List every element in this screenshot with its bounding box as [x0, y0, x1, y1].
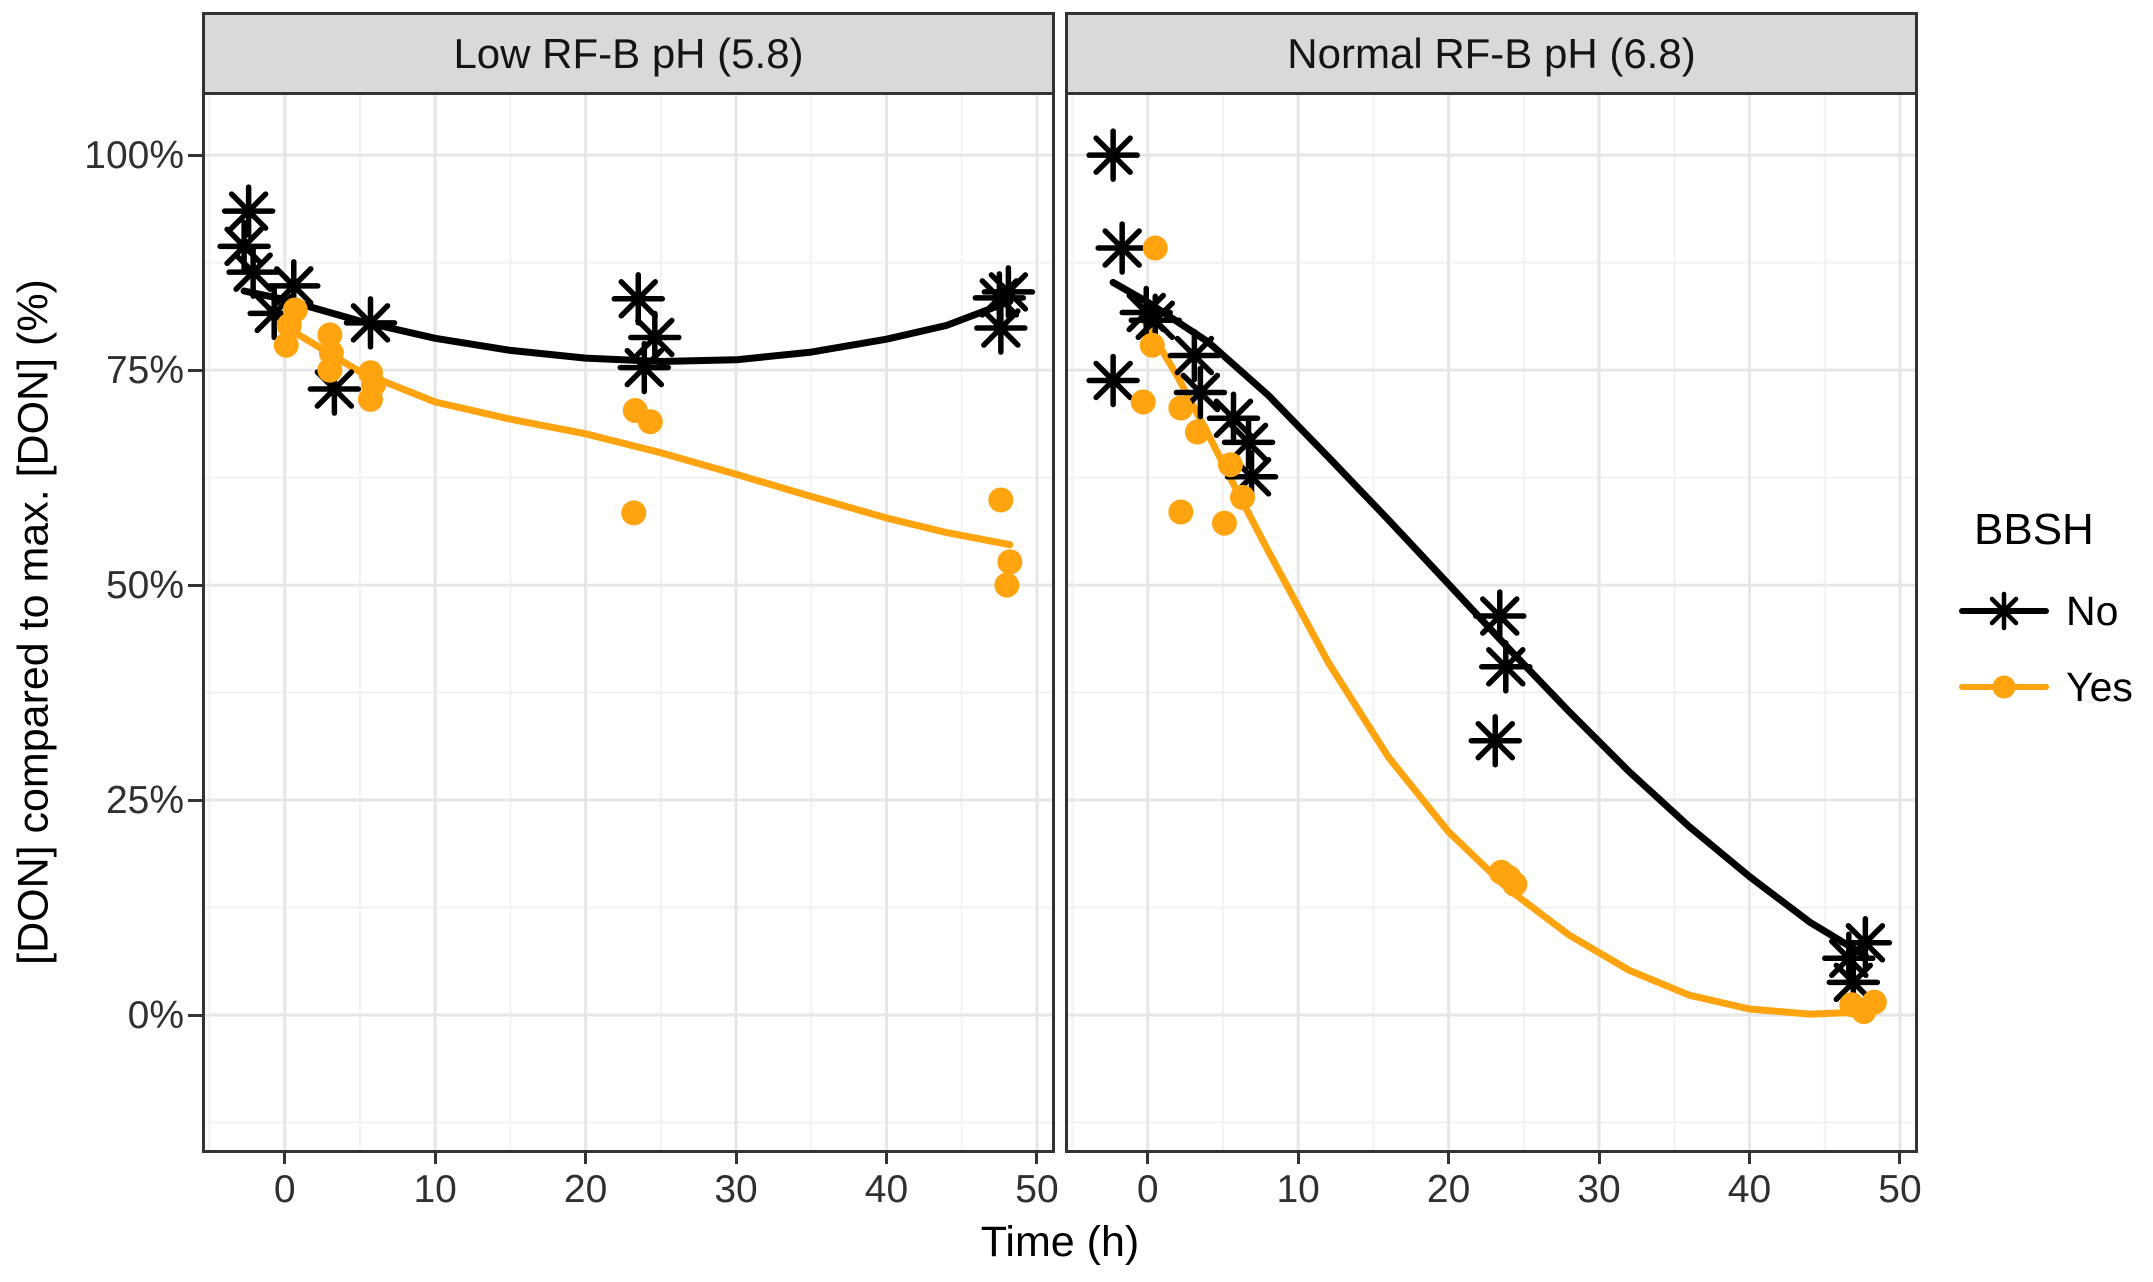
- smooth-line-no: [240, 287, 1014, 365]
- x-tick-label: 0: [1136, 1168, 1159, 1211]
- facet-strip-low-ph: Low RF-B pH (5.8): [202, 12, 1055, 95]
- legend-item-yes: Yes: [1958, 657, 2133, 717]
- x-axis-tick: [1597, 1150, 1601, 1164]
- y-axis-tick: [188, 153, 202, 157]
- y-axis-tick: [188, 798, 202, 802]
- facet-panel-normal-ph: [1065, 92, 1918, 1153]
- points-yes: [1130, 235, 1887, 1025]
- x-tick-label: 10: [413, 1168, 457, 1211]
- facet-strip-normal-ph: Normal RF-B pH (6.8): [1065, 12, 1918, 95]
- y-tick-label: 100%: [84, 134, 184, 178]
- x-axis-tick: [584, 1150, 588, 1164]
- legend: BBSH No Yes: [1958, 505, 2133, 733]
- facet-strip-label-normal-ph: Normal RF-B pH (6.8): [1287, 29, 1696, 77]
- legend-item-no-label: No: [2066, 587, 2119, 634]
- x-axis-tick: [1748, 1150, 1751, 1164]
- points-no: [1086, 128, 1893, 1010]
- x-tick-label: 50: [1878, 1168, 1922, 1211]
- x-axis-tick: [433, 1150, 437, 1164]
- y-tick-label: 25%: [105, 779, 184, 823]
- asterisk-line-symbol: [1959, 591, 2049, 631]
- x-axis-tick: [1898, 1150, 1902, 1164]
- y-tick-label: 75%: [105, 349, 184, 393]
- y-axis-tick: [188, 1013, 202, 1017]
- x-axis-tick: [1035, 1150, 1039, 1164]
- x-axis-tick: [1146, 1150, 1150, 1164]
- x-axis-tick: [1447, 1150, 1451, 1164]
- x-axis-tick: [1296, 1150, 1300, 1164]
- x-tick-label: 10: [1276, 1168, 1320, 1211]
- x-tick-label: 20: [563, 1168, 608, 1211]
- smooth-line-no: [1109, 278, 1869, 960]
- dot-line-symbol: [1959, 675, 2049, 699]
- smooth-line-yes: [1139, 315, 1878, 1018]
- legend-title: BBSH: [1974, 505, 2094, 554]
- facet-panel-low-ph: [202, 92, 1055, 1153]
- facet-plot-area-low-ph: [205, 95, 1052, 1150]
- y-tick-label: 0%: [127, 994, 184, 1037]
- y-tick-label: 50%: [105, 564, 184, 608]
- x-tick-label: 50: [1015, 1168, 1059, 1211]
- facet-strip-label-low-ph: Low RF-B pH (5.8): [453, 29, 804, 77]
- smooth-line-yes: [282, 323, 1014, 549]
- points-no: [217, 184, 1036, 416]
- legend-item-no: No: [1958, 581, 2133, 641]
- x-axis-title: Time (h): [980, 1218, 1140, 1266]
- x-tick-label: 40: [864, 1168, 909, 1211]
- x-axis-tick: [885, 1150, 888, 1164]
- x-axis-tick: [283, 1150, 287, 1164]
- points-yes: [273, 297, 1023, 598]
- x-tick-label: 30: [1577, 1168, 1621, 1211]
- x-tick-label: 0: [273, 1168, 296, 1211]
- y-axis-tick: [188, 368, 202, 372]
- x-axis-tick: [734, 1150, 738, 1164]
- x-tick-label: 30: [714, 1168, 758, 1211]
- legend-item-yes-label: Yes: [2066, 663, 2133, 710]
- x-tick-label: 40: [1727, 1168, 1772, 1211]
- facet-plot-area-normal-ph: [1068, 95, 1915, 1150]
- y-axis-tick: [188, 583, 202, 587]
- x-tick-label: 20: [1426, 1168, 1471, 1211]
